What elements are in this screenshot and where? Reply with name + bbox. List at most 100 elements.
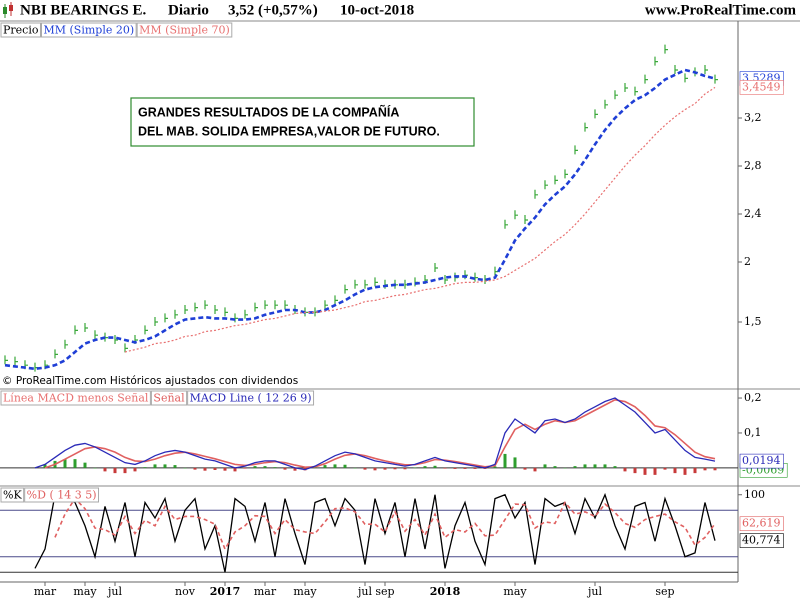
price-bar xyxy=(84,323,88,332)
price-bar xyxy=(164,313,168,323)
y-tick-label: 2,8 xyxy=(744,159,762,172)
histogram-bar xyxy=(83,462,87,468)
x-tick-label: sep xyxy=(375,585,394,598)
price-bar xyxy=(354,279,358,289)
price-bar xyxy=(114,335,118,344)
histogram-bar xyxy=(363,467,367,470)
legend-label: Señal xyxy=(153,392,185,405)
price-bar xyxy=(524,215,528,224)
price-bar xyxy=(274,300,278,310)
histogram-bar xyxy=(263,466,267,468)
histogram-bar xyxy=(123,467,127,474)
logo-icon xyxy=(3,2,13,18)
histogram-bar xyxy=(353,467,357,469)
histogram-bar xyxy=(63,459,67,468)
histogram-bar xyxy=(583,464,587,468)
histogram-bar xyxy=(93,467,97,469)
histogram-bar xyxy=(323,465,327,468)
annotation-box xyxy=(130,97,475,147)
price-bar xyxy=(544,180,548,190)
y-tick-label: 2,4 xyxy=(744,207,762,220)
histogram-bar xyxy=(103,467,107,472)
x-tick-label: may xyxy=(293,585,317,598)
histogram-bar xyxy=(133,467,137,472)
histogram-bar xyxy=(203,467,207,471)
price-bar xyxy=(14,356,18,366)
x-tick-label: may xyxy=(503,585,527,598)
price-bar xyxy=(174,309,178,319)
price-bar xyxy=(224,307,228,317)
price-bar xyxy=(594,109,598,119)
legend-label: MM (Simple 20) xyxy=(43,24,134,37)
histogram-bar xyxy=(163,464,167,468)
price-bar xyxy=(504,219,508,229)
legend-box xyxy=(0,390,151,406)
histogram-bar xyxy=(683,467,687,475)
histogram-bar xyxy=(473,467,477,469)
price-bar xyxy=(534,189,538,199)
value-tag-box xyxy=(739,533,784,548)
histogram-bar xyxy=(253,466,257,468)
legend-label: Precio xyxy=(3,24,39,37)
legend-label: Línea MACD menos Señal xyxy=(3,392,149,405)
price-bar xyxy=(254,302,258,312)
histogram-bar xyxy=(173,465,177,468)
histogram-bar xyxy=(563,467,567,469)
histogram-bar xyxy=(493,466,497,468)
instrument-title: NBI BEARINGS E. xyxy=(20,2,147,18)
period: Diario xyxy=(168,2,209,18)
legend-box xyxy=(136,22,233,38)
series-line xyxy=(4,68,716,371)
histogram-bar xyxy=(403,467,407,470)
histogram-bar xyxy=(283,467,287,470)
price-bar xyxy=(94,330,98,340)
annotation: GRANDES RESULTADOS DE LA COMPAÑÍA xyxy=(138,104,399,119)
legend-label: MACD Line ( 12 26 9) xyxy=(190,392,312,405)
price-bar xyxy=(514,210,518,220)
x-tick-label: may xyxy=(73,585,97,598)
price-bar xyxy=(634,86,638,96)
price-bar xyxy=(334,295,338,305)
x-tick-label: jul xyxy=(356,585,372,598)
legend-box xyxy=(40,22,137,38)
x-tick-label: nov xyxy=(175,585,196,598)
series-line xyxy=(124,86,716,353)
histogram-bar xyxy=(243,467,247,469)
x-tick-label: 2018 xyxy=(430,585,461,598)
histogram-bar xyxy=(643,467,647,475)
histogram-bar xyxy=(633,467,637,474)
y-tick-label: 3,2 xyxy=(744,111,762,124)
value-tag-box xyxy=(739,80,784,95)
price-bar xyxy=(244,309,248,319)
price-bar xyxy=(664,44,668,54)
price-bar xyxy=(444,275,448,284)
legend-label: %D ( 14 3 5) xyxy=(27,489,97,502)
price-bar xyxy=(624,83,628,92)
histogram-bar xyxy=(293,467,297,471)
annotation: DEL MAB. SOLIDA EMPRESA,VALOR DE FUTURO. xyxy=(138,124,440,138)
histogram-bar xyxy=(273,467,277,468)
histogram-bar xyxy=(183,467,187,469)
histogram-bar xyxy=(463,467,467,469)
x-tick-label: 2017 xyxy=(210,585,241,598)
histogram-bar xyxy=(233,467,237,472)
date: 10-oct-2018 xyxy=(340,2,414,18)
value-tag: 62,619 xyxy=(742,517,781,530)
histogram-bar xyxy=(613,466,617,468)
price-bar xyxy=(644,74,648,84)
legend-box xyxy=(187,390,315,406)
price-bar xyxy=(374,277,378,287)
price-bar xyxy=(264,300,268,310)
legend-box xyxy=(24,487,100,503)
site: www.ProRealTime.com xyxy=(645,2,797,18)
histogram-bar xyxy=(143,467,147,468)
histogram-bar xyxy=(113,467,117,474)
series-line xyxy=(54,497,716,551)
y-tick-label: 1,5 xyxy=(744,315,762,328)
histogram-bar xyxy=(343,464,347,468)
price-bar xyxy=(554,175,558,185)
price-bar xyxy=(64,339,68,349)
histogram-bar xyxy=(653,467,657,475)
series-line xyxy=(34,492,716,573)
price-bar xyxy=(194,302,198,312)
